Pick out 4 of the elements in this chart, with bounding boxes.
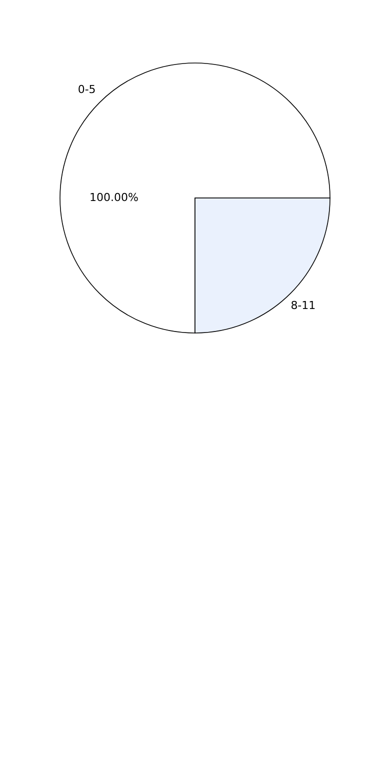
text: 100.00% — [90, 191, 138, 204]
pie-slice — [60, 62, 330, 334]
slice-label: 0-5 — [78, 82, 96, 96]
slice-label: 8-11 — [290, 299, 316, 312]
